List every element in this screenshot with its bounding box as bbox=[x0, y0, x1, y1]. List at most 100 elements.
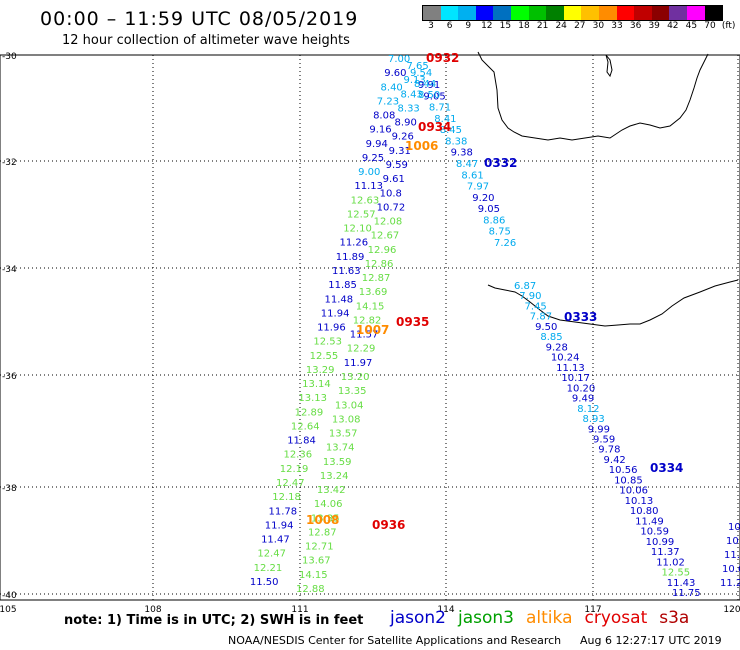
satellite-legend: jason2 jason3 altika cryosat s3a bbox=[390, 608, 701, 628]
wave-height-value: 12.55 bbox=[661, 568, 690, 579]
color-scale-label: 30 bbox=[592, 21, 605, 31]
wave-height-value: 8.12 bbox=[577, 404, 599, 415]
color-scale-swatch bbox=[581, 6, 599, 20]
pass-time-label: 0935 bbox=[396, 315, 429, 329]
wave-height-value: 11.57 bbox=[350, 330, 379, 341]
color-scale-label: 24 bbox=[555, 21, 567, 31]
color-scale-swatch bbox=[651, 6, 670, 20]
longitude-label: 105 bbox=[0, 605, 17, 615]
wave-height-value: 8.38 bbox=[445, 136, 467, 147]
wave-height-value: 12.47 bbox=[276, 478, 305, 489]
coastline bbox=[477, 51, 709, 141]
wave-height-value: 9.94 bbox=[366, 139, 388, 150]
wave-height-value: 12.63 bbox=[351, 195, 380, 206]
wave-height-value: 12.71 bbox=[305, 542, 334, 553]
wave-height-value: 7.97 bbox=[467, 182, 489, 193]
pass-time-label: 0934 bbox=[418, 120, 451, 134]
wave-height-value: 9.25 bbox=[362, 153, 384, 164]
satellite-legend-cryosat: cryosat bbox=[584, 608, 648, 628]
color-scale-swatch bbox=[440, 6, 459, 20]
wave-height-value: 12.53 bbox=[313, 337, 342, 348]
pass-time-label: 0334 bbox=[650, 461, 683, 475]
satellite-legend-jason3: jason3 bbox=[458, 608, 514, 628]
wave-height-value: 8.41 bbox=[434, 114, 456, 125]
wave-height-value: 10 bbox=[728, 522, 740, 533]
wave-height-value: 11.96 bbox=[317, 323, 346, 334]
wave-height-value: 11.26 bbox=[339, 238, 368, 249]
wave-height-value: 9.60 bbox=[384, 68, 406, 79]
wave-height-value: 14.15 bbox=[299, 570, 328, 581]
wave-height-value: 10.8 bbox=[380, 188, 402, 199]
longitude-label: 111 bbox=[291, 605, 308, 615]
color-scale-label: 36 bbox=[629, 21, 642, 31]
latitude-label: -40 bbox=[2, 591, 17, 601]
wave-height-value: 9.59 bbox=[386, 160, 408, 171]
wave-height-value: 13.59 bbox=[323, 457, 352, 468]
wave-height-value: 13.24 bbox=[320, 471, 349, 482]
wave-height-value: 11.49 bbox=[635, 516, 664, 527]
axis-labels: -30 -32 -34 -36 -38 -40 105 108 111 114 117 120 bbox=[0, 52, 740, 615]
latitude-label: -36 bbox=[2, 372, 17, 382]
wave-height-value: 11.97 bbox=[344, 358, 373, 369]
wave-height-value: 12.47 bbox=[257, 549, 286, 560]
wave-height-value: 13.67 bbox=[302, 556, 331, 567]
wave-height-value: 8.44 bbox=[414, 79, 436, 90]
wave-height-value: 9.49 bbox=[572, 394, 594, 405]
color-scale-label: 21 bbox=[536, 21, 549, 31]
wave-height-value: 9.50 bbox=[535, 322, 557, 333]
wave-height-value: 12.55 bbox=[310, 351, 339, 362]
satellite-legend-jason2: jason2 bbox=[390, 608, 446, 628]
color-scale-swatch bbox=[423, 6, 441, 20]
wave-height-value: 11.4 bbox=[724, 550, 740, 561]
wave-height-value: 10 bbox=[726, 536, 739, 547]
wave-height-value: 9.38 bbox=[451, 148, 473, 159]
wave-height-value: 7.45 bbox=[525, 301, 547, 312]
pass-time-label: 0333 bbox=[564, 310, 597, 324]
longitude-label: 120 bbox=[723, 605, 740, 615]
wave-height-value: 7.23 bbox=[377, 96, 399, 107]
wave-height-value: 7.65 bbox=[407, 61, 429, 72]
wave-height-value: 13.13 bbox=[298, 393, 327, 404]
color-scale-swatch bbox=[475, 6, 494, 20]
wave-height-value: 10.06 bbox=[619, 486, 648, 497]
map-frame bbox=[0, 54, 740, 601]
wave-height-value: 11.94 bbox=[321, 308, 350, 319]
color-scale-swatch bbox=[563, 6, 582, 20]
wave-height-value: 8.93 bbox=[582, 414, 604, 425]
graticule bbox=[0, 54, 740, 600]
wave-height-value: 13.69 bbox=[359, 287, 388, 298]
wave-height-value: 8.86 bbox=[483, 215, 505, 226]
pass-time-label: 0936 bbox=[372, 518, 405, 532]
wave-height-value: 9.16 bbox=[369, 125, 391, 136]
wave-height-value: 13.74 bbox=[326, 443, 355, 454]
wave-height-value: 7.90 bbox=[519, 291, 541, 302]
wave-height-value: 12.86 bbox=[365, 259, 394, 270]
wave-height-value: 12.82 bbox=[353, 315, 382, 326]
satellite-legend-s3a: s3a bbox=[659, 608, 690, 628]
color-scale-label: 3 bbox=[428, 21, 434, 31]
pass-time-labels: 0932 0934 1006 0332 0333 1007 0935 0334 1008 0936 bbox=[306, 51, 683, 532]
longitude-label: 117 bbox=[584, 605, 601, 615]
wave-height-value: 12.67 bbox=[371, 231, 400, 242]
latitude-label: -34 bbox=[2, 265, 17, 275]
wave-height-value: 9.61 bbox=[383, 174, 405, 185]
wave-height-value: 9.13 bbox=[404, 75, 426, 86]
wave-height-value: 12.19 bbox=[280, 464, 309, 475]
wave-height-value: 12.87 bbox=[308, 527, 337, 538]
wave-height-value: 13.57 bbox=[329, 429, 358, 440]
wave-height-value: 6.87 bbox=[514, 281, 536, 292]
wave-height-value: 11.48 bbox=[325, 294, 354, 305]
wave-height-value: 11.13 bbox=[556, 363, 585, 374]
color-scale-label: 42 bbox=[667, 21, 679, 31]
wave-height-value: 12.21 bbox=[254, 563, 283, 574]
footer-note: note: 1) Time is in UTC; 2) SWH is in fe… bbox=[64, 613, 364, 628]
color-scale-swatch bbox=[528, 6, 547, 20]
wave-height-value: 8.43 bbox=[401, 89, 423, 100]
color-scale-swatch bbox=[616, 6, 635, 20]
wave-height-value: 8.90 bbox=[395, 118, 417, 129]
wave-height-value: 10.24 bbox=[551, 353, 580, 364]
wave-height-value: 11.43 bbox=[667, 578, 696, 589]
coastline-island bbox=[605, 54, 613, 78]
wave-height-value: 13.04 bbox=[335, 400, 364, 411]
